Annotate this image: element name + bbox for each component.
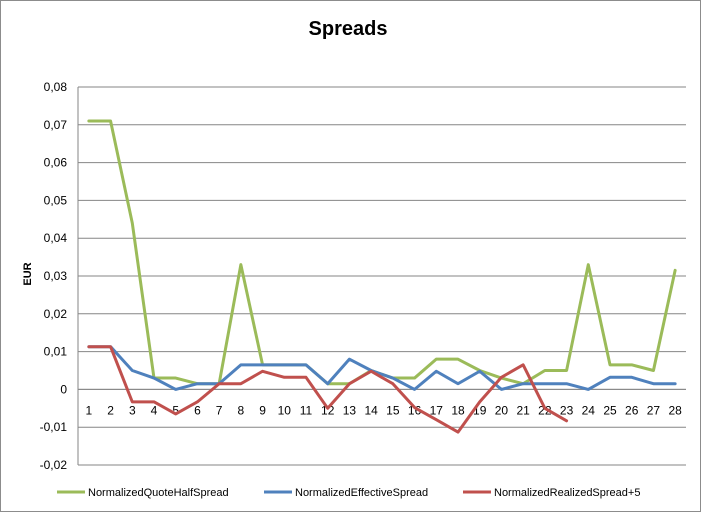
x-tick-label: 5 (172, 403, 179, 417)
x-tick-label: 25 (603, 403, 617, 417)
chart-title: Spreads (309, 18, 388, 40)
x-tick-label: 8 (238, 403, 245, 417)
x-tick-label: 6 (194, 403, 201, 417)
y-axis-ticks: 0,08 0,07 0,06 0,05 0,04 0,03 0,02 0,01 0 -0,01 -0… (40, 80, 68, 472)
x-tick-label: 24 (582, 403, 596, 417)
y-tick-label: 0,08 (44, 80, 68, 94)
x-tick-label: 7 (216, 403, 223, 417)
x-tick-label: 11 (300, 403, 313, 417)
x-tick-label: 23 (560, 403, 574, 417)
y-tick-label: -0,02 (40, 458, 68, 472)
x-tick-label: 10 (278, 403, 292, 417)
y-tick-label: 0,02 (44, 307, 68, 321)
y-axis-label: EUR (22, 262, 34, 285)
series-line-2 (87, 345, 677, 391)
y-tick-label: 0,04 (44, 231, 68, 245)
y-tick-label: 0,03 (44, 269, 68, 283)
x-tick-label: 17 (430, 403, 444, 417)
y-tick-label: -0,01 (40, 420, 68, 434)
y-tick-label: 0,07 (44, 118, 68, 132)
legend-label: NormalizedQuoteHalfSpread (88, 487, 229, 499)
y-tick-label: 0,05 (44, 193, 68, 207)
x-tick-label: 14 (364, 403, 378, 417)
legend: NormalizedQuoteHalfSpread NormalizedEffec… (57, 487, 640, 499)
x-tick-label: 18 (451, 403, 465, 417)
x-tick-label: 4 (151, 403, 158, 417)
x-tick-label: 20 (495, 403, 509, 417)
legend-label: NormalizedEffectiveSpread (295, 487, 428, 499)
x-tick-label: 12 (321, 403, 335, 417)
x-tick-label: 15 (386, 403, 400, 417)
x-tick-label: 2 (107, 403, 114, 417)
x-tick-label: 13 (343, 403, 357, 417)
legend-label: NormalizedRealizedSpread+5 (494, 487, 640, 499)
x-tick-label: 16 (408, 403, 422, 417)
x-tick-label: 1 (86, 403, 93, 417)
x-axis-ticks: 1 2 3 4 5 6 7 8 9 10 11 12 13 14 15 16 17 18 19 20 21 22 23 24 2… (86, 403, 683, 417)
x-tick-label: 28 (668, 403, 682, 417)
x-tick-label: 22 (538, 403, 552, 417)
x-tick-label: 27 (647, 403, 661, 417)
y-tick-label: 0 (60, 382, 67, 396)
y-tick-label: 0,01 (44, 345, 68, 359)
x-tick-label: 26 (625, 403, 639, 417)
series-line-1 (87, 119, 677, 386)
series-line-3 (87, 345, 569, 434)
x-tick-label: 9 (259, 403, 266, 417)
x-tick-label: 21 (516, 403, 530, 417)
y-tick-label: 0,06 (44, 156, 68, 170)
series-lines (87, 119, 677, 434)
x-tick-label: 3 (129, 403, 136, 417)
